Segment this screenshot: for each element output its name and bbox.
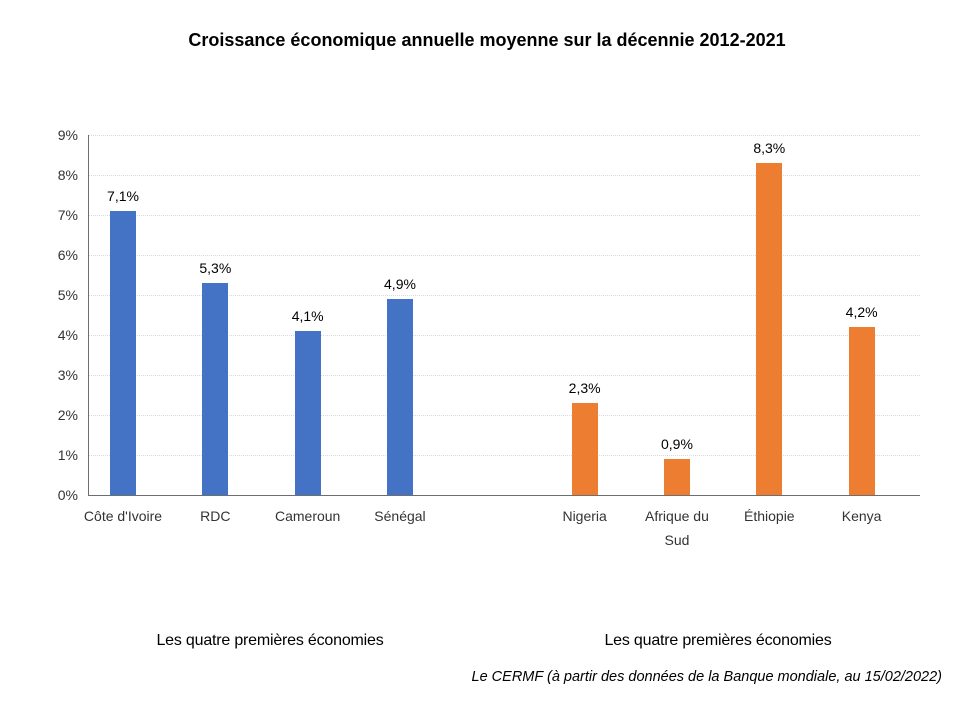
y-gridline bbox=[88, 335, 920, 336]
y-gridline bbox=[88, 175, 920, 176]
y-gridline bbox=[88, 455, 920, 456]
bar--thiopie bbox=[756, 163, 783, 495]
group-caption-francophone: Les quatre premières économies d'Afrique… bbox=[110, 576, 430, 702]
y-gridline bbox=[88, 375, 920, 376]
y-gridline bbox=[88, 415, 920, 416]
bar-value-label: 0,9% bbox=[661, 436, 693, 452]
y-axis-tick-label: 2% bbox=[57, 407, 78, 423]
y-axis-tick-label: 1% bbox=[57, 447, 78, 463]
bar-kenya bbox=[848, 327, 875, 495]
x-axis-category-label: Afrique du Sud bbox=[645, 508, 709, 548]
y-axis-tick-label: 3% bbox=[57, 367, 78, 383]
source-note: Le CERMF (à partir des données de la Ban… bbox=[471, 669, 942, 685]
x-axis-category-label: RDC bbox=[200, 508, 231, 524]
x-axis-category-label: Côte d'Ivoire bbox=[83, 508, 163, 524]
bar-nigeria bbox=[571, 403, 598, 495]
y-gridline bbox=[88, 215, 920, 216]
y-axis-tick-label: 8% bbox=[57, 167, 78, 183]
y-gridline bbox=[88, 255, 920, 256]
bar-value-label: 4,9% bbox=[384, 276, 416, 292]
bar-value-label: 2,3% bbox=[568, 380, 601, 396]
y-gridline bbox=[88, 295, 920, 296]
bar-value-label: 5,3% bbox=[199, 260, 232, 276]
bar-value-label: 8,3% bbox=[753, 140, 786, 156]
bar-rdc bbox=[202, 283, 229, 495]
bar-c-te-d-ivoire bbox=[110, 211, 136, 495]
y-gridline bbox=[88, 135, 920, 136]
y-axis-tick-label: 5% bbox=[57, 287, 78, 303]
bar-value-label: 7,1% bbox=[107, 188, 139, 204]
x-axis-line bbox=[88, 495, 920, 496]
y-axis-tick-label: 0% bbox=[57, 487, 78, 503]
bar-value-label: 4,1% bbox=[291, 308, 324, 324]
bar-value-label: 4,2% bbox=[845, 304, 878, 320]
bar-s-n-gal bbox=[386, 299, 413, 495]
x-axis-category-label: Cameroun bbox=[274, 508, 341, 524]
bar-afrique-du-sud bbox=[663, 459, 690, 495]
x-axis-category-label: Éthiopie bbox=[744, 508, 795, 524]
y-axis-tick-label: 6% bbox=[57, 247, 78, 263]
caption-line: Les quatre premières économies bbox=[156, 632, 384, 649]
x-axis-category-label: Kenya bbox=[841, 508, 882, 524]
group-caption-non-francophone: Les quatre premières économies d'Afrique… bbox=[548, 576, 888, 702]
y-axis-line bbox=[88, 135, 89, 495]
y-axis-tick-label: 9% bbox=[57, 127, 78, 143]
y-axis-tick-label: 7% bbox=[57, 207, 78, 223]
x-axis-category-label: Sénégal bbox=[374, 508, 426, 524]
x-axis-category-label: Nigeria bbox=[562, 508, 607, 524]
chart-title: Croissance économique annuelle moyenne s… bbox=[188, 30, 786, 50]
caption-line: Les quatre premières économies bbox=[604, 632, 832, 649]
y-axis-tick-label: 4% bbox=[57, 327, 78, 343]
bar-cameroun bbox=[294, 331, 321, 495]
